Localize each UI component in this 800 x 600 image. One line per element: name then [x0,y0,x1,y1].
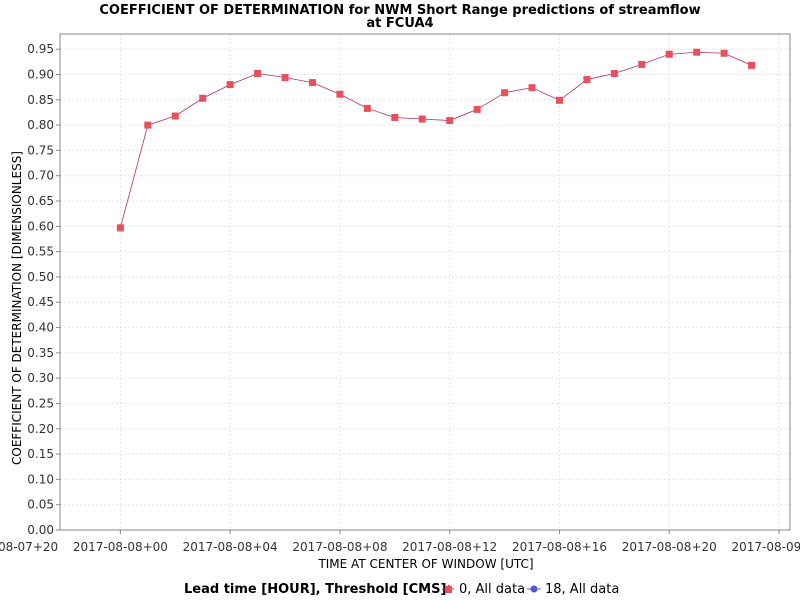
data-point [666,51,673,58]
data-point [336,91,343,98]
legend-title: Lead time [HOUR], Threshold [CMS]: [184,582,452,597]
y-tick-label: 0.50 [27,270,54,284]
y-tick-label: 0.70 [27,169,54,183]
y-tick-label: 0.25 [27,396,54,410]
y-tick-label: 0.00 [27,523,54,537]
data-point [364,105,371,112]
y-tick-label: 0.05 [27,498,54,512]
x-tick-label: 2017-08-08+20 [622,540,717,554]
y-tick-label: 0.65 [27,194,54,208]
data-point [748,62,755,69]
data-point [638,61,645,68]
x-tick-label: 2017-08-08+04 [183,540,278,554]
data-point [254,70,261,77]
y-tick-label: 0.45 [27,295,54,309]
legend-label-0: 0, All data [459,582,525,597]
x-axis-label: TIME AT CENTER OF WINDOW [UTC] [317,557,533,571]
data-point [446,117,453,124]
y-tick-label: 0.35 [27,346,54,360]
data-point [721,50,728,57]
x-tick-label: 2017-08-08+08 [292,540,387,554]
data-point [529,84,536,91]
y-tick-label: 0.40 [27,321,54,335]
data-point [227,81,234,88]
data-point [583,76,590,83]
y-tick-label: 0.10 [27,472,54,486]
data-point [474,106,481,113]
x-tick-label: 2017-08-08+12 [402,540,497,554]
legend-label-1: 18, All data [545,582,619,597]
y-tick-label: 0.85 [27,93,54,107]
data-point [199,95,206,102]
y-tick-label: 0.20 [27,422,54,436]
y-tick-label: 0.15 [27,447,54,461]
data-point [556,97,563,104]
legend-marker-1 [531,586,538,593]
data-point [693,49,700,56]
data-point [144,122,151,129]
y-tick-label: 0.80 [27,118,54,132]
x-tick-label: 2017-08-09+00 [731,540,800,554]
y-tick-label: 0.95 [27,42,54,56]
y-tick-label: 0.90 [27,67,54,81]
y-tick-label: 0.75 [27,143,54,157]
legend-marker-0 [445,586,452,593]
data-point [391,114,398,121]
y-axis-label: COEFFICIENT OF DETERMINATION [DIMENSIONL… [10,151,24,465]
y-tick-label: 0.60 [27,219,54,233]
data-point [611,70,618,77]
chart-subtitle: at FCUA4 [366,16,433,31]
y-tick-label: 0.30 [27,371,54,385]
y-tick-label: 0.55 [27,245,54,259]
data-point [501,89,508,96]
x-tick-label: 2017-08-08+00 [73,540,168,554]
data-point [282,74,289,81]
data-point [419,116,426,123]
x-tick-label: 2017-08-07+20 [0,540,58,554]
data-point [117,224,124,231]
legend: Lead time [HOUR], Threshold [CMS]: 0, Al… [184,582,619,597]
x-tick-label: 2017-08-08+16 [512,540,607,554]
data-point [309,79,316,86]
data-point [172,112,179,119]
